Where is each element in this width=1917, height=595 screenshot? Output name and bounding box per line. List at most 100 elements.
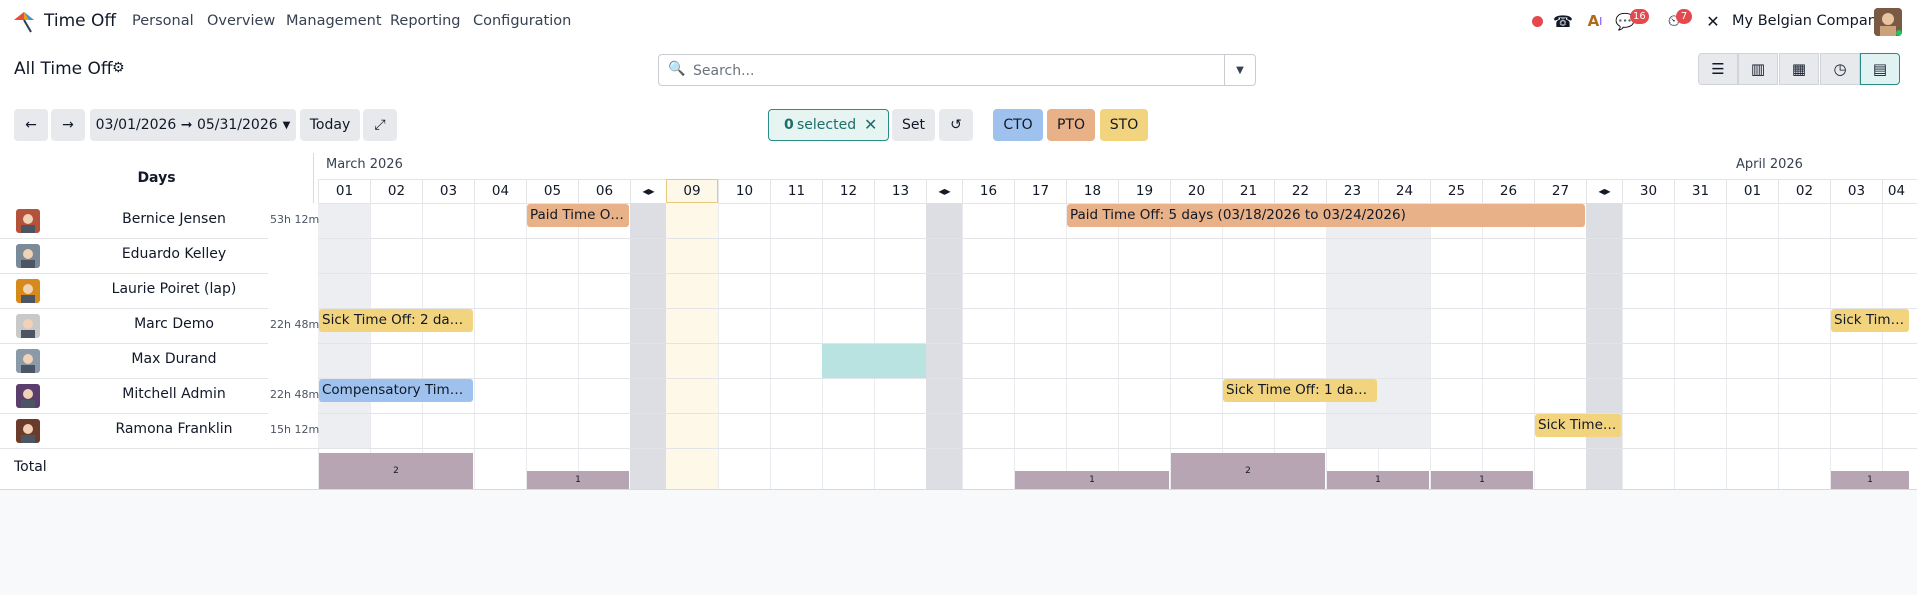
day-column-header: 25 — [1430, 179, 1482, 203]
non-working-cell — [1326, 239, 1378, 273]
today-button[interactable]: Today — [300, 109, 360, 141]
row-divider — [318, 238, 1917, 239]
column-gridline — [770, 179, 771, 489]
day-column-header: 11 — [770, 179, 822, 203]
list-view-button[interactable]: ☰ — [1698, 53, 1738, 85]
employee-avatar — [16, 209, 40, 233]
selection-indicator: 0 selected ✕ — [768, 109, 889, 141]
top-navbar: Time Off Personal Overview Management Re… — [0, 0, 1917, 44]
day-column-header: 17 — [1014, 179, 1066, 203]
row-divider-left — [0, 238, 268, 239]
employee-hours: 22h 48m — [270, 318, 320, 331]
menu-reporting[interactable]: Reporting — [390, 13, 461, 29]
company-switcher[interactable]: My Belgian Company — [1732, 13, 1886, 29]
total-bar: 1 — [1327, 471, 1429, 489]
next-period-button[interactable]: → — [51, 109, 85, 141]
day-column-header: 26 — [1482, 179, 1534, 203]
employee-name: Mitchell Admin — [122, 386, 226, 402]
time-off-pill[interactable]: Sick Time Off: 1 day (03/20/2026 to 03/2… — [1223, 379, 1377, 402]
set-button[interactable]: Set — [892, 109, 935, 141]
row-divider-left — [0, 273, 268, 274]
undo-icon: ↺ — [950, 117, 962, 133]
gear-icon[interactable]: ⚙ — [112, 60, 125, 76]
time-off-pill[interactable]: Sick Time Off: 2 days (04/03/2026 to 04/… — [1831, 309, 1909, 332]
column-gridline — [1778, 179, 1779, 489]
user-avatar[interactable] — [1874, 8, 1902, 36]
kanban-view-button[interactable]: ▥ — [1738, 53, 1778, 85]
employee-avatar — [16, 419, 40, 443]
column-gridline — [1118, 179, 1119, 489]
non-working-cell — [318, 344, 370, 378]
column-gridline — [1622, 179, 1623, 489]
time-off-pill[interactable]: Compensatory Time Off: 2 days — [319, 379, 473, 402]
debug-tools-icon[interactable]: ✕ — [1706, 11, 1720, 31]
gantt-view-button[interactable]: ▤ — [1860, 53, 1900, 85]
fold-toggle-column-header[interactable]: ◂▸ — [630, 179, 666, 203]
day-column-header: 03 — [1830, 179, 1882, 203]
highlighted-cell — [822, 344, 874, 378]
time-off-pill[interactable]: Sick Time Off: 1 day (03/25/2026 to 03/2… — [1535, 414, 1621, 437]
employee-hours: 53h 12m — [270, 213, 320, 226]
day-column-header: 12 — [822, 179, 874, 203]
calendar-view-button[interactable]: ▦ — [1779, 53, 1819, 85]
time-off-pill[interactable]: Paid Time Off: 5 days (03/18/2026 to 03/… — [1067, 204, 1585, 227]
employee-row: Marc Demo 22h 48m — [0, 308, 319, 343]
non-working-cell — [1326, 309, 1378, 343]
time-off-pill[interactable]: Paid Time Off: 2 days (03/05/2026 to 03/… — [527, 204, 629, 227]
non-working-cell — [318, 239, 370, 273]
gantt-rows-header: Days — [0, 153, 314, 203]
day-column-header: 09 — [666, 179, 718, 203]
row-divider-left — [0, 308, 268, 309]
page-title: All Time Off — [14, 59, 113, 79]
row-divider — [318, 413, 1917, 414]
column-gridline — [1882, 179, 1883, 489]
column-gridline — [1014, 179, 1015, 489]
non-working-cell — [1378, 309, 1430, 343]
filter-chip-sto[interactable]: STO — [1100, 109, 1148, 141]
day-column-header: 02 — [1778, 179, 1830, 203]
day-column-header: 06 — [578, 179, 630, 203]
previous-period-button[interactable]: ← — [14, 109, 48, 141]
messages-icon[interactable]: 💬 — [1615, 11, 1635, 31]
non-working-cell — [1378, 274, 1430, 308]
menu-configuration[interactable]: Configuration — [473, 13, 572, 29]
column-gridline — [962, 179, 963, 489]
search-options-toggle[interactable]: ▼ — [1224, 55, 1255, 85]
expand-button[interactable]: ⤢ — [363, 109, 397, 141]
column-gridline — [1830, 179, 1831, 489]
date-range-picker[interactable]: 03/01/2026 ➞ 05/31/2026 ▼ — [90, 109, 296, 141]
menu-overview[interactable]: Overview — [207, 13, 276, 29]
arrow-right-icon: → — [62, 117, 74, 133]
non-working-cell — [1326, 414, 1378, 448]
non-working-cell — [1378, 344, 1430, 378]
search-input[interactable] — [691, 59, 1215, 83]
phone-icon[interactable]: ☎ — [1553, 11, 1573, 31]
fold-toggle-column-header[interactable]: ◂▸ — [1586, 179, 1622, 203]
filter-chip-cto[interactable]: CTO — [993, 109, 1043, 141]
recording-dot-icon[interactable] — [1527, 11, 1547, 31]
time-off-app-logo[interactable] — [12, 10, 36, 34]
employee-name: Eduardo Kelley — [121, 246, 227, 262]
row-divider — [318, 273, 1917, 274]
time-off-pill[interactable]: Sick Time Off: 2 days (03/01/2026 to 03/… — [319, 309, 473, 332]
employee-avatar — [16, 349, 40, 373]
non-working-cell — [318, 414, 370, 448]
day-column-header: 03 — [422, 179, 474, 203]
total-bar: 1 — [1831, 471, 1909, 489]
activity-view-button[interactable]: ◷ — [1820, 53, 1860, 85]
reset-button[interactable]: ↺ — [939, 109, 973, 141]
clear-selection-icon[interactable]: ✕ — [864, 115, 878, 134]
folded-weekend-column — [630, 203, 666, 489]
column-gridline — [1674, 179, 1675, 489]
menu-personal[interactable]: Personal — [132, 13, 194, 29]
app-name[interactable]: Time Off — [44, 11, 117, 31]
employee-name: Max Durand — [131, 351, 217, 367]
filter-chip-pto[interactable]: PTO — [1047, 109, 1095, 141]
fold-toggle-column-header[interactable]: ◂▸ — [926, 179, 962, 203]
employee-name: Marc Demo — [134, 316, 214, 332]
total-row-label: Total — [14, 459, 47, 475]
menu-management[interactable]: Management — [286, 13, 382, 29]
day-column-header: 01 — [1726, 179, 1778, 203]
employee-row: Eduardo Kelley — [0, 238, 268, 273]
